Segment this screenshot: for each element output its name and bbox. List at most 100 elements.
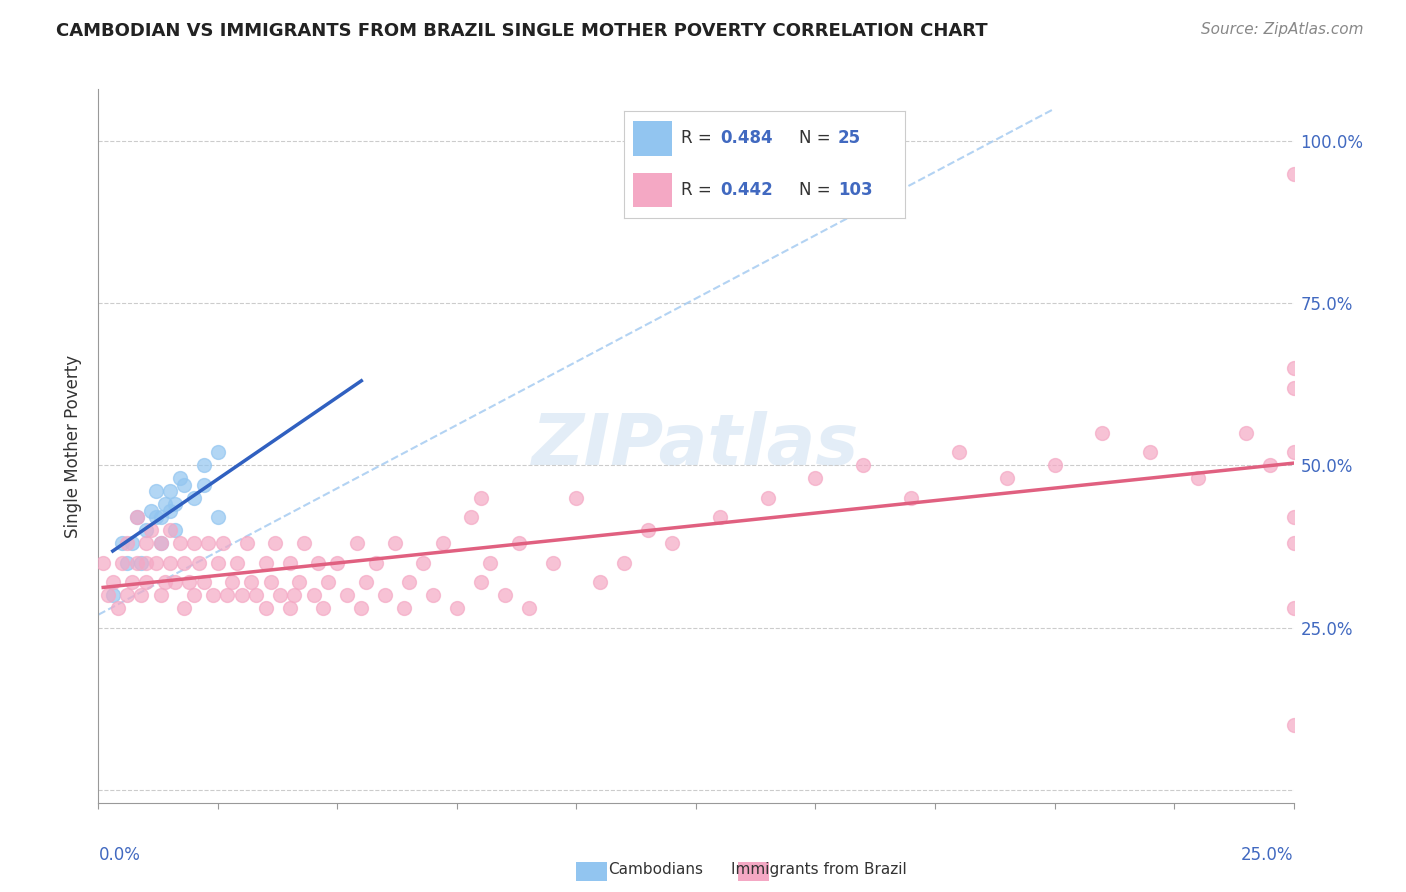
Point bbox=[193, 478, 215, 492]
Point bbox=[135, 524, 157, 538]
Point bbox=[163, 524, 186, 538]
Text: Cambodians: Cambodians bbox=[607, 863, 703, 877]
Point bbox=[101, 575, 124, 590]
Point bbox=[149, 536, 172, 550]
Point bbox=[278, 556, 301, 570]
Text: 25.0%: 25.0% bbox=[1241, 846, 1294, 863]
Point bbox=[145, 556, 167, 570]
Text: R =: R = bbox=[681, 181, 717, 199]
Point bbox=[422, 588, 444, 602]
Point bbox=[173, 556, 195, 570]
Point bbox=[613, 556, 636, 570]
Point bbox=[111, 536, 134, 550]
Point bbox=[1258, 458, 1281, 473]
Point bbox=[173, 601, 195, 615]
Text: 0.442: 0.442 bbox=[720, 181, 773, 199]
Point bbox=[217, 588, 239, 602]
Point bbox=[155, 575, 177, 590]
Point bbox=[1282, 536, 1305, 550]
Point bbox=[326, 556, 349, 570]
Point bbox=[169, 471, 191, 485]
Point bbox=[316, 575, 339, 590]
Point bbox=[364, 556, 387, 570]
Point bbox=[1282, 445, 1305, 459]
Point bbox=[125, 510, 148, 524]
Point bbox=[541, 556, 564, 570]
Point bbox=[145, 484, 167, 499]
Text: 103: 103 bbox=[838, 181, 873, 199]
Point bbox=[163, 497, 186, 511]
Point bbox=[139, 524, 162, 538]
Point bbox=[1282, 510, 1305, 524]
Point bbox=[494, 588, 516, 602]
Point bbox=[278, 601, 301, 615]
Point bbox=[235, 536, 257, 550]
Point bbox=[948, 445, 970, 459]
Point bbox=[470, 575, 492, 590]
Point bbox=[111, 556, 134, 570]
Point bbox=[1234, 425, 1257, 440]
Point bbox=[374, 588, 396, 602]
Point bbox=[240, 575, 263, 590]
Point bbox=[149, 536, 172, 550]
Point bbox=[221, 575, 243, 590]
Point bbox=[97, 588, 120, 602]
Point bbox=[226, 556, 249, 570]
Point bbox=[211, 536, 233, 550]
Point bbox=[900, 491, 922, 505]
Point bbox=[202, 588, 225, 602]
Point bbox=[384, 536, 406, 550]
Point bbox=[1282, 381, 1305, 395]
Point bbox=[155, 497, 177, 511]
Point bbox=[193, 575, 215, 590]
Point bbox=[269, 588, 291, 602]
Point bbox=[139, 504, 162, 518]
Point bbox=[169, 536, 191, 550]
Text: N =: N = bbox=[799, 129, 835, 147]
Point bbox=[173, 478, 195, 492]
Point bbox=[460, 510, 482, 524]
Bar bbox=[633, 121, 672, 155]
Point bbox=[121, 575, 143, 590]
Point bbox=[135, 536, 157, 550]
Point bbox=[259, 575, 281, 590]
Point bbox=[470, 491, 492, 505]
Point bbox=[432, 536, 454, 550]
Point bbox=[307, 556, 329, 570]
Text: N =: N = bbox=[799, 181, 835, 199]
Point bbox=[756, 491, 779, 505]
Point bbox=[193, 458, 215, 473]
Point bbox=[1282, 601, 1305, 615]
Point bbox=[179, 575, 201, 590]
Point bbox=[197, 536, 219, 550]
Point bbox=[589, 575, 612, 590]
Point bbox=[346, 536, 368, 550]
Point bbox=[159, 504, 181, 518]
Point bbox=[107, 601, 129, 615]
Point bbox=[207, 556, 229, 570]
Point bbox=[661, 536, 683, 550]
Point bbox=[288, 575, 311, 590]
Point bbox=[264, 536, 287, 550]
Point bbox=[1187, 471, 1209, 485]
Point bbox=[254, 556, 277, 570]
Point bbox=[995, 471, 1018, 485]
Point bbox=[350, 601, 373, 615]
Point bbox=[804, 471, 827, 485]
Point bbox=[292, 536, 315, 550]
Point bbox=[101, 588, 124, 602]
Point bbox=[1091, 425, 1114, 440]
Point bbox=[163, 575, 186, 590]
Point bbox=[336, 588, 359, 602]
Point bbox=[508, 536, 530, 550]
Text: ZIPatlas: ZIPatlas bbox=[533, 411, 859, 481]
Point bbox=[135, 556, 157, 570]
Point bbox=[207, 445, 229, 459]
Point bbox=[245, 588, 267, 602]
Point bbox=[1282, 361, 1305, 376]
Point bbox=[1043, 458, 1066, 473]
Point bbox=[254, 601, 277, 615]
Point bbox=[183, 491, 205, 505]
Point bbox=[517, 601, 540, 615]
Point bbox=[183, 536, 205, 550]
